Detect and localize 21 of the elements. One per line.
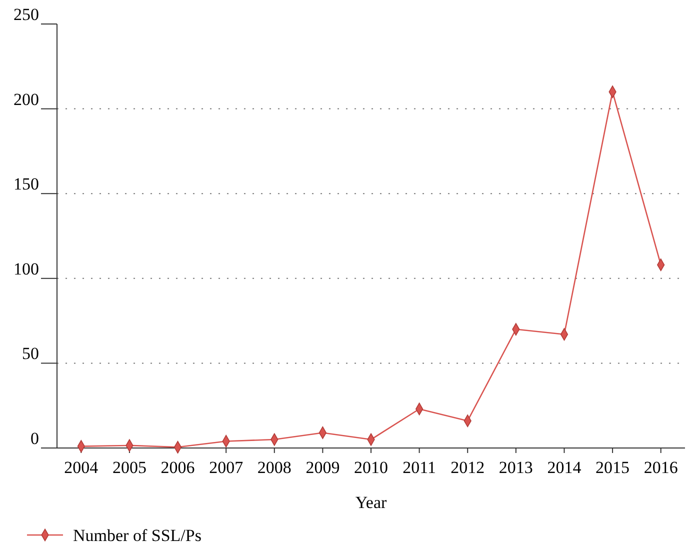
x-tick-label: 2014 xyxy=(547,458,582,477)
x-tick-label: 2011 xyxy=(402,458,436,477)
y-tick-label: 50 xyxy=(22,344,39,364)
x-tick-label: 2016 xyxy=(644,458,678,477)
x-tick-label: 2006 xyxy=(160,458,195,477)
legend-label: Number of SSL/Ps xyxy=(73,526,202,543)
x-axis-title: Year xyxy=(355,493,387,512)
x-tick-label: 2012 xyxy=(450,458,485,477)
x-tick-label: 2009 xyxy=(306,458,340,477)
y-tick-label: 100 xyxy=(14,259,39,278)
x-tick-label: 2007 xyxy=(209,458,244,477)
y-tick-label: 150 xyxy=(14,174,39,194)
x-tick-label: 2015 xyxy=(596,458,630,477)
y-tick-label: 250 xyxy=(14,5,39,24)
x-tick-label: 2010 xyxy=(354,458,388,477)
x-tick-label: 2008 xyxy=(257,458,292,477)
y-tick-label: 0 xyxy=(30,429,39,448)
x-tick-label: 2013 xyxy=(498,458,533,477)
x-tick-label: 2004 xyxy=(64,458,99,477)
y-tick-label: 200 xyxy=(14,90,39,109)
x-tick-label: 2005 xyxy=(112,458,146,477)
